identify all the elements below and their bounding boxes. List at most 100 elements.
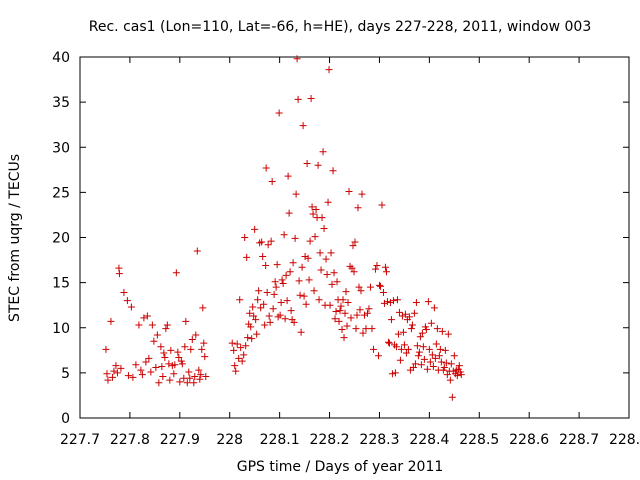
data-point (148, 321, 156, 329)
data-point (294, 95, 302, 103)
data-point (236, 296, 244, 304)
data-point (391, 369, 399, 377)
data-point (311, 233, 319, 241)
data-point (457, 371, 465, 379)
data-point (429, 363, 437, 371)
data-point (230, 346, 238, 354)
data-point (327, 249, 335, 257)
data-point (268, 178, 276, 186)
data-point (341, 309, 349, 317)
y-tick-label: 0 (61, 411, 70, 427)
data-point (358, 190, 366, 198)
data-point (135, 321, 143, 329)
data-point (318, 214, 326, 222)
data-point (163, 321, 171, 329)
data-point (382, 268, 390, 276)
data-point (264, 241, 272, 249)
data-point (317, 266, 325, 274)
data-point (417, 361, 425, 369)
data-point (414, 352, 422, 360)
data-point (196, 375, 204, 383)
data-point (446, 376, 454, 384)
data-point (279, 280, 287, 288)
data-point (252, 316, 260, 324)
data-point (427, 319, 435, 327)
data-point (366, 283, 374, 291)
data-point (287, 307, 295, 315)
data-point (200, 339, 208, 347)
data-point (388, 370, 396, 378)
plot-axes (79, 56, 630, 419)
data-point (410, 309, 418, 317)
data-point (397, 345, 405, 353)
y-tick-label: 5 (61, 366, 70, 382)
data-point (253, 330, 261, 338)
data-point (123, 297, 131, 305)
data-point (442, 359, 450, 367)
data-point (185, 368, 193, 376)
data-point (376, 282, 384, 290)
data-point (198, 345, 206, 353)
data-point (237, 344, 245, 352)
data-point (411, 360, 419, 368)
data-point (143, 312, 151, 320)
data-point (104, 376, 112, 384)
data-point (250, 312, 258, 320)
x-tick-label: 228.7 (559, 432, 599, 448)
data-point (174, 348, 182, 356)
data-point (308, 203, 316, 211)
y-tick-label: 15 (52, 276, 70, 292)
data-point (379, 289, 387, 297)
data-point (295, 277, 303, 285)
data-point (356, 306, 364, 314)
data-point (359, 329, 367, 337)
data-point (371, 265, 379, 273)
data-point (296, 291, 304, 299)
data-point (339, 296, 347, 304)
data-point (147, 368, 155, 376)
data-point (395, 308, 403, 316)
data-point (419, 343, 427, 351)
data-point (153, 331, 161, 339)
x-tick-label: 228.1 (260, 432, 300, 448)
data-point (453, 372, 461, 380)
data-point (291, 234, 299, 242)
data-point (412, 298, 420, 306)
y-tick-label: 40 (52, 50, 70, 66)
data-point (158, 363, 166, 371)
data-point (190, 379, 198, 387)
data-point (401, 310, 409, 318)
x-tick-labels: 227.7 227.8 227.9 228 228.1 228.2 228.3 228.4 22… (60, 432, 640, 448)
data-point (450, 352, 458, 360)
data-point (338, 326, 346, 334)
data-point (272, 283, 280, 291)
data-point (192, 331, 200, 339)
data-point (202, 372, 210, 380)
data-point (233, 340, 241, 348)
data-point (342, 288, 350, 296)
data-point (340, 334, 348, 342)
data-point (328, 280, 336, 288)
data-point (335, 317, 343, 325)
data-point (241, 234, 249, 241)
data-point (129, 373, 137, 381)
data-point (112, 362, 120, 370)
data-point (351, 238, 359, 246)
data-point (297, 328, 305, 336)
data-point (306, 237, 314, 245)
data-point (431, 354, 439, 362)
data-point (247, 323, 255, 331)
data-point (263, 289, 271, 297)
x-tick-label: 227.7 (60, 432, 100, 448)
data-point (161, 354, 169, 362)
data-point (407, 325, 415, 333)
data-point (172, 269, 180, 277)
data-point (425, 345, 433, 353)
y-tick-label: 35 (52, 95, 70, 111)
data-point (320, 224, 328, 232)
data-point (278, 276, 286, 284)
data-point (280, 231, 288, 239)
data-point (246, 309, 254, 317)
data-point (286, 268, 294, 276)
data-point (199, 304, 207, 312)
